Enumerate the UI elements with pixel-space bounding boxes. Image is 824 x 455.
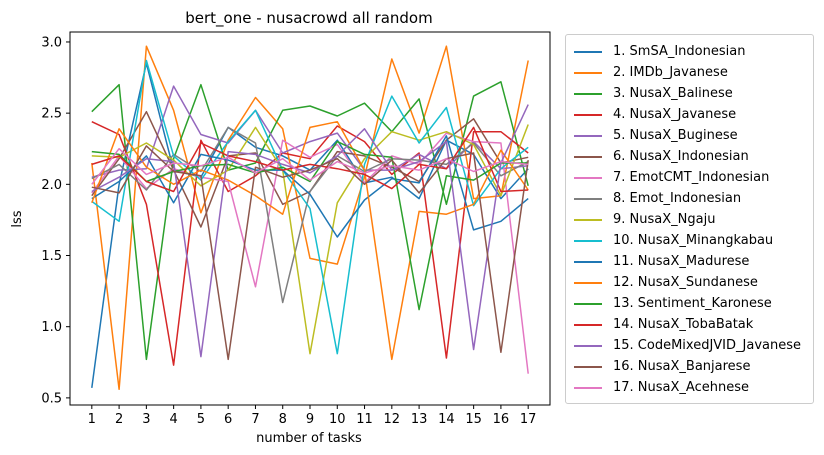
series-line-17 <box>91 147 529 185</box>
x-tick-label: 2 <box>115 412 123 427</box>
legend-item: 10. NusaX_Minangkabau <box>566 230 773 251</box>
legend: 1. SmSA_Indonesian 2. IMDb_Javanese 3. Nus… <box>565 34 814 404</box>
plot-area <box>91 45 529 391</box>
legend-item: 8. Emot_Indonesian <box>566 188 741 209</box>
x-tick-label: 11 <box>356 412 373 427</box>
series-line-13 <box>91 140 529 311</box>
chart-title: bert_one - nusacrowd all random <box>185 9 432 28</box>
x-tick-label: 7 <box>251 412 259 427</box>
x-tick-label: 4 <box>169 412 177 427</box>
x-tick-label: 15 <box>465 412 482 427</box>
x-tick-label: 5 <box>197 412 205 427</box>
y-axis-label: lss <box>10 210 25 227</box>
legend-swatch <box>574 239 602 242</box>
x-tick-label: 16 <box>493 412 510 427</box>
x-axis-label: number of tasks <box>256 431 362 446</box>
legend-item: 17. NusaX_Acehnese <box>566 377 749 398</box>
legend-swatch <box>574 302 602 305</box>
x-tick-label: 13 <box>411 412 428 427</box>
legend-item: 15. CodeMixedJVID_Javanese <box>566 335 801 356</box>
legend-label: 11. NusaX_Madurese <box>613 254 750 269</box>
x-tick-label: 6 <box>224 412 232 427</box>
legend-label: 1. SmSA_Indonesian <box>613 44 746 59</box>
legend-label: 3. NusaX_Balinese <box>613 86 733 101</box>
y-tick-label: 2.0 <box>41 178 62 193</box>
legend-label: 2. IMDb_Javanese <box>613 65 728 80</box>
legend-item: 1. SmSA_Indonesian <box>566 41 745 62</box>
x-tick-label: 12 <box>384 412 401 427</box>
series-line-9 <box>91 124 529 355</box>
legend-label: 16. NusaX_Banjarese <box>613 359 751 374</box>
legend-swatch <box>574 281 602 284</box>
y-tick-label: 1.5 <box>41 249 62 264</box>
legend-label: 15. CodeMixedJVID_Javanese <box>613 338 801 353</box>
series-line-4 <box>91 121 529 366</box>
legend-swatch <box>574 218 602 221</box>
legend-item: 2. IMDb_Javanese <box>566 62 728 83</box>
legend-item: 3. NusaX_Balinese <box>566 83 733 104</box>
x-tick-label: 9 <box>306 412 314 427</box>
legend-item: 16. NusaX_Banjarese <box>566 356 750 377</box>
x-tick-label: 14 <box>438 412 455 427</box>
legend-label: 4. NusaX_Javanese <box>613 107 737 122</box>
legend-item: 14. NusaX_TobaBatak <box>566 314 753 335</box>
legend-item: 6. NusaX_Indonesian <box>566 146 749 167</box>
legend-item: 7. EmotCMT_Indonesian <box>566 167 769 188</box>
series-line-16 <box>91 145 529 361</box>
series-line-11 <box>91 135 529 238</box>
legend-label: 13. Sentiment_Karonese <box>613 296 772 311</box>
legend-swatch <box>574 365 602 368</box>
legend-item: 5. NusaX_Buginese <box>566 125 738 146</box>
legend-swatch <box>574 50 602 53</box>
legend-label: 7. EmotCMT_Indonesian <box>613 170 770 185</box>
legend-swatch <box>574 197 602 200</box>
axes: 1 2 3 4 5 6 7 8 9 10 11 12 13 14 15 16 170.51.01.52.02.5… <box>41 31 551 427</box>
legend-item: 11. NusaX_Madurese <box>566 251 749 272</box>
legend-swatch <box>574 323 602 326</box>
legend-swatch <box>574 344 602 347</box>
x-tick-label: 10 <box>329 412 346 427</box>
legend-item: 13. Sentiment_Karonese <box>566 293 772 314</box>
legend-swatch <box>574 155 602 158</box>
legend-swatch <box>574 134 602 137</box>
series-line-5 <box>91 85 529 178</box>
legend-label: 10. NusaX_Minangkabau <box>613 233 774 248</box>
legend-label: 12. NusaX_Sundanese <box>613 275 758 290</box>
legend-item: 9. NusaX_Ngaju <box>566 209 715 230</box>
series-line-10 <box>91 59 529 355</box>
x-tick-label: 3 <box>142 412 150 427</box>
series-line-2 <box>91 45 529 391</box>
y-tick-label: 0.5 <box>41 391 62 406</box>
legend-swatch <box>574 260 602 263</box>
y-tick-label: 2.5 <box>41 107 62 122</box>
y-tick-label: 1.0 <box>41 320 62 335</box>
legend-label: 14. NusaX_TobaBatak <box>613 317 754 332</box>
legend-label: 9. NusaX_Ngaju <box>613 212 716 227</box>
x-tick-label: 17 <box>520 412 537 427</box>
legend-swatch <box>574 92 602 95</box>
series-line-15 <box>91 104 529 358</box>
legend-swatch <box>574 71 602 74</box>
legend-item: 4. NusaX_Javanese <box>566 104 736 125</box>
legend-swatch <box>574 113 602 116</box>
legend-label: 17. NusaX_Acehnese <box>613 380 749 395</box>
x-tick-label: 1 <box>88 412 96 427</box>
legend-swatch <box>574 386 602 389</box>
y-tick-label: 3.0 <box>41 35 62 50</box>
legend-item: 12. NusaX_Sundanese <box>566 272 758 293</box>
series-line-14 <box>91 126 529 193</box>
x-tick-label: 8 <box>279 412 287 427</box>
legend-swatch <box>574 176 602 179</box>
legend-label: 5. NusaX_Buginese <box>613 128 738 143</box>
legend-label: 6. NusaX_Indonesian <box>613 149 749 164</box>
legend-label: 8. Emot_Indonesian <box>613 191 742 206</box>
